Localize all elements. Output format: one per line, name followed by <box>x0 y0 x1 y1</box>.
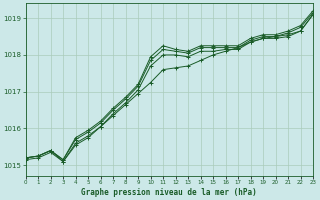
X-axis label: Graphe pression niveau de la mer (hPa): Graphe pression niveau de la mer (hPa) <box>82 188 257 197</box>
